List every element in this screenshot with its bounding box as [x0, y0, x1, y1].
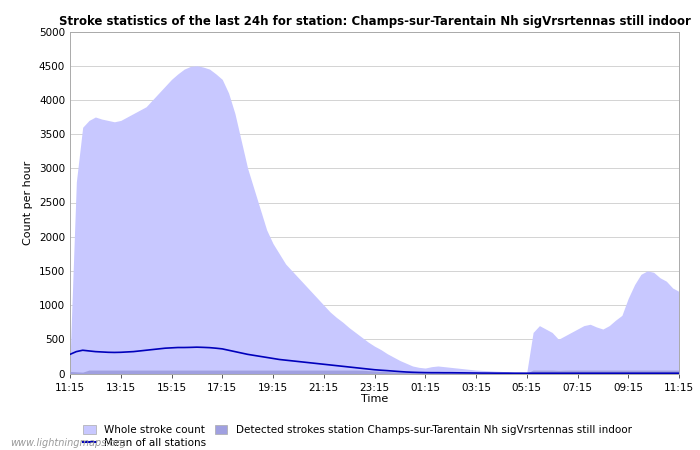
Legend: Whole stroke count, Mean of all stations, Detected strokes station Champs-sur-Ta: Whole stroke count, Mean of all stations…	[81, 423, 634, 450]
Y-axis label: Count per hour: Count per hour	[23, 160, 34, 245]
Text: www.lightningmaps.org: www.lightningmaps.org	[10, 438, 126, 448]
X-axis label: Time: Time	[361, 394, 388, 404]
Title: Stroke statistics of the last 24h for station: Champs-sur-Tarentain Nh sigVrsrte: Stroke statistics of the last 24h for st…	[59, 14, 690, 27]
